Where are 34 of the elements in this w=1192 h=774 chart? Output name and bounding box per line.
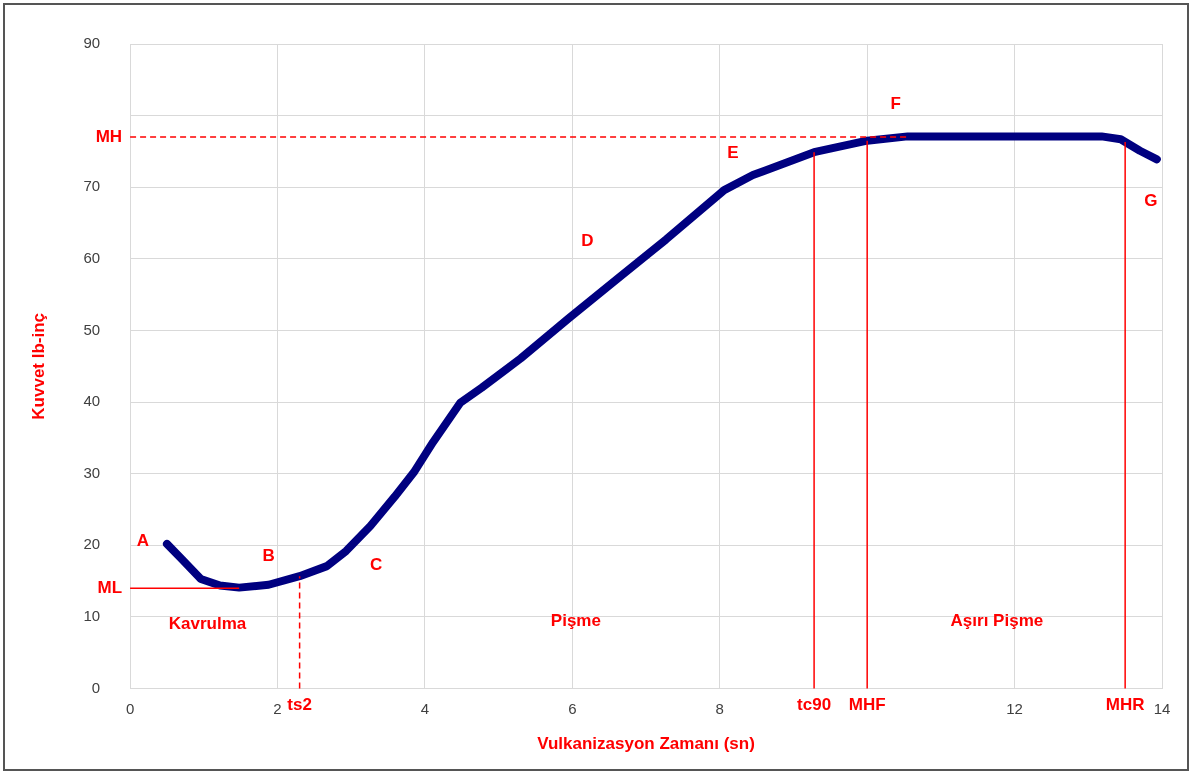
ref-line-label: tc90	[797, 694, 832, 714]
x-tick-label: 2	[273, 699, 282, 717]
annotation: E	[727, 142, 739, 162]
x-tick-label: 8	[715, 699, 724, 717]
y-tick-label: 50	[83, 320, 101, 338]
x-tick-label: 14	[1153, 699, 1171, 717]
y-tick-label: 30	[83, 463, 101, 481]
y-tick-label: 60	[83, 249, 101, 267]
y-tick-label: 20	[83, 535, 101, 553]
y-axis-title: Kuvvet lb-inç	[28, 312, 48, 420]
x-tick-label: 4	[420, 699, 430, 717]
annotation: F	[890, 94, 901, 114]
x-tick-label: 0	[125, 699, 135, 717]
annotation: Aşırı Pişme	[950, 610, 1044, 630]
ref-line-label: MHF	[848, 694, 886, 714]
annotation: G	[1144, 191, 1158, 210]
annotation: Pişme	[550, 610, 601, 630]
y-tick-label: 40	[83, 392, 101, 410]
annotation: A	[136, 530, 150, 550]
annotation: Kavrulma	[168, 613, 247, 633]
ref-line-label: MH	[95, 126, 123, 146]
y-tick-label: 90	[83, 34, 101, 52]
y-tick-label: 10	[83, 607, 101, 625]
ref-line-label: ML	[97, 578, 123, 598]
ref-line-label: MHR	[1105, 694, 1145, 714]
x-axis-title: Vulkanizasyon Zamanı (sn)	[537, 734, 755, 754]
ref-line-label: ts2	[287, 694, 312, 714]
y-tick-label: 70	[83, 177, 101, 195]
x-tick-label: 6	[568, 699, 577, 717]
annotation: D	[581, 230, 594, 250]
x-tick-label: 12	[1006, 699, 1023, 717]
y-tick-label: 0	[91, 678, 101, 696]
annotation: B	[262, 546, 275, 566]
annotation: C	[369, 554, 383, 574]
